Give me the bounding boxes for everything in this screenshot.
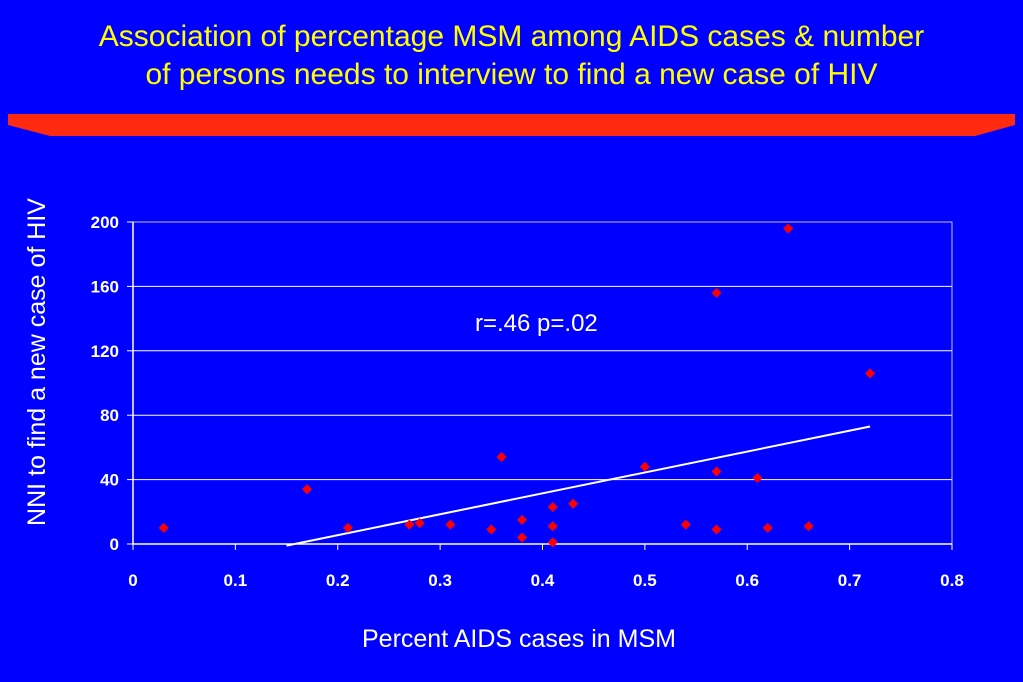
data-point [496, 452, 507, 463]
data-point [803, 521, 814, 532]
x-tick-label: 0.6 [735, 571, 759, 590]
data-point [680, 519, 691, 530]
data-point [342, 522, 353, 533]
x-tick-label: 0.8 [940, 571, 964, 590]
y-tick-label: 0 [110, 535, 119, 554]
grid-lines [133, 221, 952, 481]
data-point [547, 537, 558, 548]
x-tick-label: 0.2 [326, 571, 350, 590]
x-tick-label: 0.4 [531, 571, 555, 590]
data-point [762, 522, 773, 533]
data-point [302, 484, 313, 495]
y-tick-label: 120 [91, 342, 119, 361]
slide-title-line-1: Association of percentage MSM among AIDS… [98, 20, 925, 53]
slide-title-line-2: of persons needs to interview to find a … [145, 58, 878, 91]
slide-title: Association of percentage MSM among AIDS… [0, 18, 1023, 94]
data-point [404, 519, 415, 530]
axes [127, 221, 953, 550]
x-tick-label: 0.5 [633, 571, 657, 590]
data-point [445, 519, 456, 530]
data-point [711, 524, 722, 535]
y-axis-title: NNI to find a new case of HIV [23, 198, 51, 526]
y-tick-label: 160 [91, 277, 119, 296]
data-point [711, 287, 722, 298]
y-tick-label: 200 [91, 213, 119, 232]
trendline [286, 425, 871, 547]
data-point [547, 501, 558, 512]
x-tick-label: 0 [128, 571, 137, 590]
x-axis-title: Percent AIDS cases in MSM [362, 625, 676, 653]
y-tick-label: 80 [100, 406, 119, 425]
data-point [865, 368, 876, 379]
x-tick-label: 0.7 [838, 571, 862, 590]
y-tick-labels: 0 40 80 120 160 200 [91, 213, 119, 554]
data-point [414, 518, 425, 529]
x-tick-labels: 0 0.1 0.2 0.3 0.4 0.5 0.6 0.7 0.8 [128, 571, 964, 590]
correlation-annotation: r=.46 p=.02 [475, 310, 598, 337]
data-point [711, 466, 722, 477]
x-tick-label: 0.1 [224, 571, 248, 590]
data-point [517, 532, 528, 543]
data-point [517, 514, 528, 525]
data-point [752, 472, 763, 483]
plot-area [132, 221, 953, 545]
data-point [568, 498, 579, 509]
data-point [783, 223, 794, 234]
data-point [158, 522, 169, 533]
y-tick-label: 40 [100, 471, 119, 490]
data-point [547, 521, 558, 532]
x-tick-label: 0.3 [428, 571, 452, 590]
data-point [639, 461, 650, 472]
data-points [158, 223, 876, 548]
data-point [486, 524, 497, 535]
title-banner [8, 114, 1015, 136]
